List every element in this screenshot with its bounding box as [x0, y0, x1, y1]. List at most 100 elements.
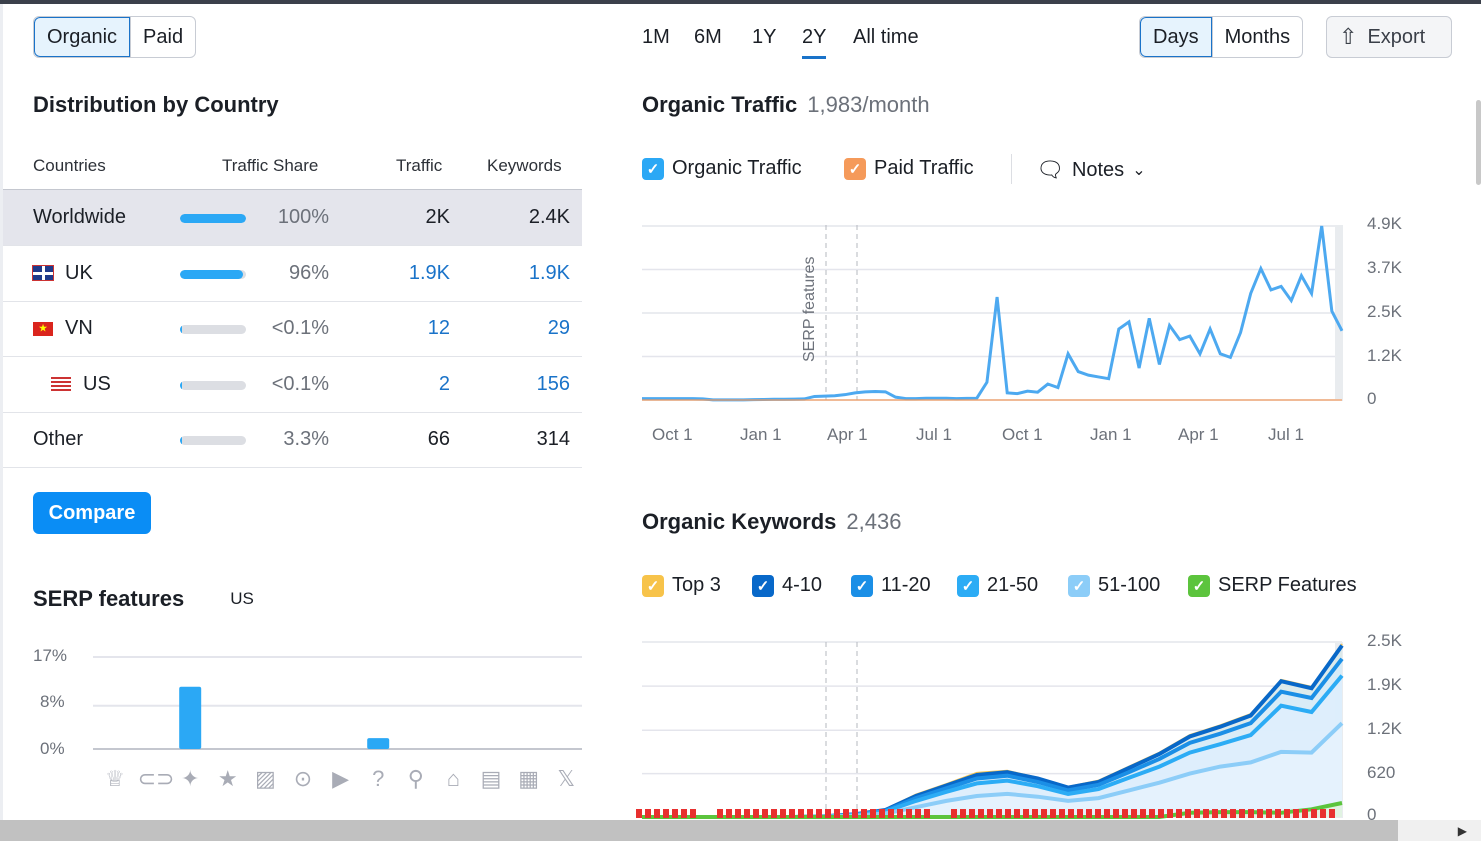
- serp-event-marker[interactable]: [1221, 809, 1227, 818]
- keywords-value[interactable]: 1.9K: [528, 261, 570, 284]
- period-tab-all-time[interactable]: All time: [853, 26, 919, 48]
- question-icon[interactable]: ?: [372, 766, 385, 791]
- image-icon[interactable]: ▨: [254, 766, 276, 791]
- traffic-value[interactable]: 1.9K: [408, 261, 450, 284]
- serp-event-marker[interactable]: [1014, 809, 1020, 818]
- serp-event-marker[interactable]: [762, 809, 768, 818]
- traffic-value[interactable]: 12: [427, 317, 450, 339]
- table-row[interactable]: Other 3.3% 66 314: [3, 412, 582, 468]
- legend-21-50[interactable]: ✓ 21-50: [957, 574, 1038, 597]
- period-tab-6m[interactable]: 6M: [694, 26, 722, 48]
- table-row[interactable]: ★ VN <0.1% 12 29: [3, 301, 582, 357]
- col-traffic-share[interactable]: Traffic Share: [222, 156, 319, 175]
- serp-event-marker[interactable]: [1194, 809, 1200, 818]
- serp-event-marker[interactable]: [789, 809, 795, 818]
- col-countries[interactable]: Countries: [33, 156, 106, 175]
- serp-event-marker[interactable]: [1185, 809, 1191, 818]
- serp-event-marker[interactable]: [987, 809, 993, 818]
- country-name[interactable]: UK: [65, 261, 93, 284]
- compare-button[interactable]: Compare: [33, 492, 151, 534]
- serp-event-marker[interactable]: [1068, 809, 1074, 818]
- serp-country[interactable]: US: [230, 589, 254, 608]
- serp-event-marker[interactable]: [834, 809, 840, 818]
- serp-event-marker[interactable]: [888, 809, 894, 818]
- serp-event-marker[interactable]: [852, 809, 858, 818]
- serp-event-marker[interactable]: [771, 809, 777, 818]
- serp-event-marker[interactable]: [663, 809, 669, 818]
- serp-event-marker[interactable]: [1293, 809, 1299, 818]
- serp-event-marker[interactable]: [1095, 809, 1101, 818]
- serp-event-marker[interactable]: [798, 809, 804, 818]
- legend-4-10[interactable]: ✓ 4-10: [752, 574, 822, 597]
- serp-event-marker[interactable]: [672, 809, 678, 818]
- serp-event-marker[interactable]: [780, 809, 786, 818]
- serp-event-marker[interactable]: [654, 809, 660, 818]
- serp-event-marker[interactable]: [1230, 809, 1236, 818]
- table-row[interactable]: US <0.1% 2 156: [3, 357, 582, 413]
- serp-event-marker[interactable]: [1050, 809, 1056, 818]
- serp-event-marker[interactable]: [1239, 809, 1245, 818]
- serp-event-marker[interactable]: [969, 809, 975, 818]
- serp-event-marker[interactable]: [1275, 809, 1281, 818]
- legend-paid-traffic[interactable]: ✓ Paid Traffic: [844, 157, 974, 180]
- serp-event-marker[interactable]: [825, 809, 831, 818]
- table-row[interactable]: UK 96% 1.9K 1.9K: [3, 246, 582, 302]
- serp-event-marker[interactable]: [915, 809, 921, 818]
- serp-event-marker[interactable]: [879, 809, 885, 818]
- serp-event-marker[interactable]: [1131, 809, 1137, 818]
- serp-event-marker[interactable]: [1212, 809, 1218, 818]
- serp-bar[interactable]: [367, 738, 390, 749]
- graduation-cap-icon[interactable]: ⌂: [446, 766, 461, 791]
- serp-event-marker[interactable]: [870, 809, 876, 818]
- col-traffic[interactable]: Traffic: [396, 156, 443, 175]
- serp-event-marker[interactable]: [1176, 809, 1182, 818]
- legend-11-20[interactable]: ✓ 11-20: [851, 574, 931, 597]
- serp-event-marker[interactable]: [861, 809, 867, 818]
- serp-event-marker[interactable]: [1311, 809, 1317, 818]
- serp-event-marker[interactable]: [1032, 809, 1038, 818]
- serp-event-marker[interactable]: [717, 809, 723, 818]
- serp-event-marker[interactable]: [978, 809, 984, 818]
- notes-dropdown[interactable]: 🗨 Notes ⌄: [1036, 157, 1146, 183]
- serp-event-marker[interactable]: [645, 809, 651, 818]
- export-button[interactable]: ⇧ Export: [1326, 16, 1452, 58]
- serp-event-marker[interactable]: [681, 809, 687, 818]
- legend-serp-features[interactable]: ✓ SERP Features: [1188, 574, 1357, 597]
- serp-event-marker[interactable]: [1122, 809, 1128, 818]
- star-icon[interactable]: ★: [217, 766, 238, 791]
- location-pin-icon[interactable]: ⚲: [407, 766, 424, 791]
- serp-event-marker[interactable]: [816, 809, 822, 818]
- serp-event-marker[interactable]: [1167, 809, 1173, 818]
- legend-top-3[interactable]: ✓ Top 3: [642, 574, 721, 597]
- period-tab-1m[interactable]: 1M: [642, 26, 670, 48]
- ai-sparkle-icon[interactable]: ✦: [180, 766, 200, 791]
- serp-event-marker[interactable]: [753, 809, 759, 818]
- serp-event-marker[interactable]: [1104, 809, 1110, 818]
- serp-event-marker[interactable]: [1140, 809, 1146, 818]
- crown-icon[interactable]: ♕: [105, 766, 125, 791]
- serp-event-marker[interactable]: [1086, 809, 1092, 818]
- serp-bar[interactable]: [179, 686, 202, 749]
- serp-event-marker[interactable]: [1302, 809, 1308, 818]
- serp-event-marker[interactable]: [960, 809, 966, 818]
- serp-event-marker[interactable]: [1149, 809, 1155, 818]
- traffic-value[interactable]: 2: [438, 372, 450, 395]
- serp-event-marker[interactable]: [951, 809, 957, 818]
- country-name[interactable]: US: [83, 372, 111, 395]
- country-name[interactable]: VN: [65, 317, 93, 339]
- legend-organic-traffic[interactable]: ✓ Organic Traffic: [642, 157, 802, 180]
- period-tab-2y[interactable]: 2Y: [802, 26, 827, 59]
- serp-event-marker[interactable]: [807, 809, 813, 818]
- link-icon[interactable]: ⊂⊃: [137, 766, 175, 791]
- serp-event-marker[interactable]: [1257, 809, 1263, 818]
- news-icon[interactable]: ▤: [480, 766, 502, 791]
- months-toggle[interactable]: Months: [1211, 17, 1303, 57]
- serp-event-marker[interactable]: [1077, 809, 1083, 818]
- video-carousel-icon[interactable]: ▶: [332, 766, 350, 791]
- serp-event-marker[interactable]: [1266, 809, 1272, 818]
- serp-event-marker[interactable]: [1158, 809, 1164, 818]
- serp-event-marker[interactable]: [735, 809, 741, 818]
- serp-event-marker[interactable]: [996, 809, 1002, 818]
- serp-event-marker[interactable]: [726, 809, 732, 818]
- keywords-value[interactable]: 29: [547, 317, 570, 339]
